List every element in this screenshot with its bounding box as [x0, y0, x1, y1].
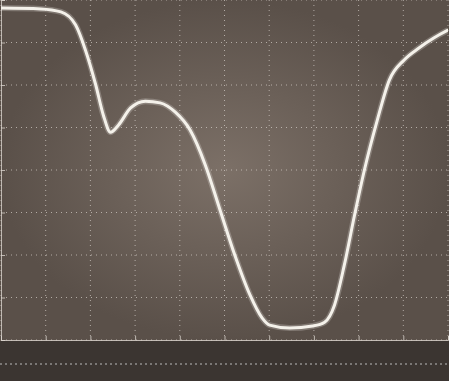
tick-mark	[1, 43, 5, 44]
plot-area	[1, 8, 448, 328]
tick	[46, 336, 47, 340]
tick-mark	[314, 336, 315, 340]
grid-line-y	[1, 85, 448, 86]
tick-mark	[1, 255, 5, 256]
grid-line-x	[313, 0, 314, 340]
tick	[90, 336, 91, 340]
screen-glow	[0, 0, 449, 340]
tick	[1, 0, 5, 1]
grid-line-x	[90, 0, 91, 340]
grid-line-y	[1, 255, 448, 256]
tick-mark	[1, 170, 5, 171]
tick	[1, 340, 5, 341]
grid	[1, 0, 448, 340]
tick-mark	[1, 298, 5, 299]
tick	[1, 128, 5, 129]
grid-line-y	[1, 297, 448, 298]
grid-line-x	[179, 0, 180, 340]
tick	[359, 336, 360, 340]
chart	[0, 0, 449, 381]
tick-mark	[46, 336, 47, 340]
grid-line-x	[224, 0, 225, 340]
tick	[225, 336, 226, 340]
tick-mark	[1, 128, 5, 129]
grid-line-x	[135, 0, 136, 340]
tick-mark	[1, 0, 5, 1]
strip-line	[0, 364, 449, 365]
axis	[2, 336, 449, 341]
tick-mark	[1, 213, 5, 214]
tick	[403, 336, 404, 340]
grid-line-x	[358, 0, 359, 340]
tick-mark	[90, 336, 91, 340]
tick-mark	[1, 85, 5, 86]
trace-glow	[1, 8, 448, 328]
tick	[135, 336, 136, 340]
tick-mark	[180, 336, 181, 340]
tick	[1, 213, 5, 214]
tick-mark	[403, 336, 404, 340]
grid-line-x	[269, 0, 270, 340]
grid-line-y	[1, 42, 448, 43]
tick-mark	[448, 336, 449, 340]
tick-mark	[135, 336, 136, 340]
grid-line-y	[1, 170, 448, 171]
tick-mark	[1, 340, 5, 341]
trace	[1, 8, 448, 328]
tick	[1, 170, 5, 171]
tick	[1, 43, 5, 44]
grid-line-y	[1, 212, 448, 213]
tick	[180, 336, 181, 340]
axis	[1, 1, 5, 341]
tick	[269, 336, 270, 340]
tick-mark	[225, 336, 226, 340]
tick	[314, 336, 315, 340]
tick	[1, 85, 5, 86]
tick-mark	[269, 336, 270, 340]
screen	[0, 0, 449, 381]
tick	[448, 336, 449, 340]
tick-mark	[359, 336, 360, 340]
grid-line-y	[1, 127, 448, 128]
tick	[1, 255, 5, 256]
axis-line	[2, 1, 6, 341]
tick	[1, 298, 5, 299]
bottom-strip	[0, 341, 449, 381]
axis-line	[2, 336, 449, 341]
grid-line-y	[1, 0, 448, 1]
grid-line-x	[403, 0, 404, 340]
